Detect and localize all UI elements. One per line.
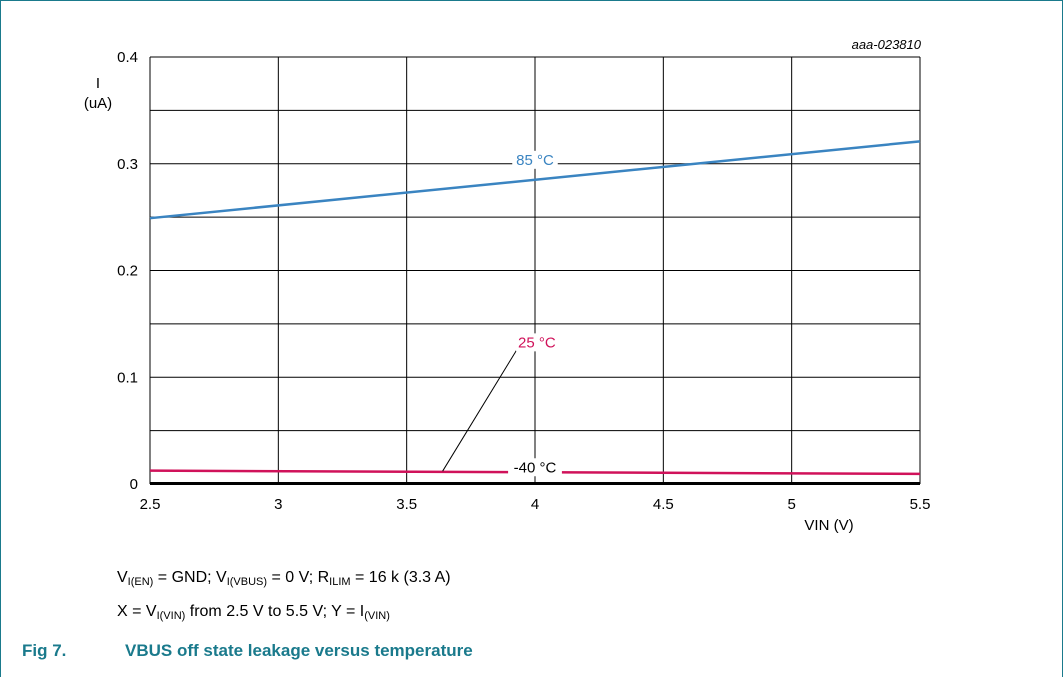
leader-line-1 [442, 344, 521, 472]
conditions-note-1: VI(EN) = GND; VI(VBUS) = 0 V; RILIM = 16… [117, 569, 451, 588]
series-line-0 [149, 140, 921, 220]
x-axis-label: VIN (V) [804, 517, 853, 534]
series-labels: 85 °C 25 °C -40 °C [442, 150, 562, 477]
series-label-bg-1 [516, 333, 562, 352]
x-tick-label: 4.5 [653, 496, 674, 513]
series-label-1: 25 °C [518, 334, 556, 351]
figure-code: aaa-023810 [852, 37, 922, 52]
x-tick-label: 3.5 [396, 496, 417, 513]
x-tick-label: 5 [787, 496, 795, 513]
x-tick-label: 4 [531, 496, 539, 513]
x-tick-label: 5.5 [910, 496, 931, 513]
tick-labels: 2.5 3 3.5 4 4.5 5 5.5 0 0.1 0.2 0.3 0.4 [117, 49, 930, 513]
figure-title: VBUS off state leakage versus temperatur… [125, 641, 473, 660]
y-tick-label: 0 [130, 476, 138, 493]
series-label-2: -40 °C [514, 459, 557, 476]
y-axis-label: I [96, 75, 100, 92]
chart: 2.5 3 3.5 4 4.5 5 5.5 0 0.1 0.2 0.3 0.4 85 °C 25 °C -… [84, 37, 931, 534]
series-label-bg-0 [512, 150, 558, 169]
series-label-bg-2 [508, 458, 562, 477]
figure-caption: Fig 7. VBUS off state leakage versus temp… [22, 641, 473, 661]
series-label-0: 85 °C [516, 152, 554, 169]
figure-number: Fig 7. [22, 641, 67, 660]
conditions-note-2: X = VI(VIN) from 2.5 V to 5.5 V; Y = I(V… [117, 603, 390, 622]
grid-lines [149, 56, 921, 485]
y-tick-label: 0.1 [117, 369, 138, 386]
y-tick-label: 0.2 [117, 263, 138, 280]
x-tick-label: 3 [274, 496, 282, 513]
y-tick-label: 0.3 [117, 156, 138, 173]
x-tick-label: 2.5 [140, 496, 161, 513]
y-tick-label: 0.4 [117, 49, 138, 66]
y-axis-unit: (uA) [84, 95, 112, 112]
